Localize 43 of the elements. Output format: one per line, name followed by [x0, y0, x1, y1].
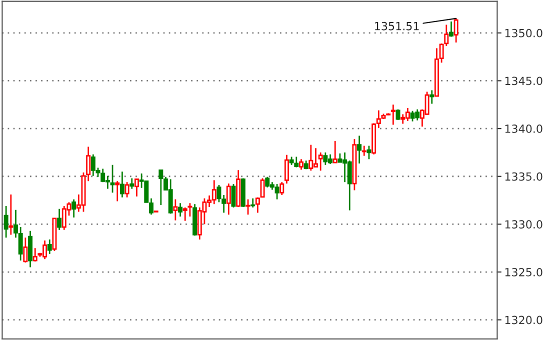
y-tick-label: 1340.0	[505, 124, 542, 133]
y-tick-label: 1335.0	[505, 172, 542, 181]
candlestick	[362, 145, 366, 157]
y-tick-label: 1345.0	[505, 76, 542, 86]
candlestick	[130, 178, 134, 190]
candlestick	[8, 194, 14, 236]
y-tick-label: 1330.0	[505, 220, 542, 229]
candlestick	[318, 152, 323, 172]
candlestick	[110, 164, 115, 194]
y-tick-label: 1320.0	[505, 316, 542, 324]
candlestick	[298, 158, 304, 170]
candlestick	[357, 135, 362, 164]
candlestick	[28, 230, 33, 268]
candlestick	[246, 198, 250, 216]
candlestick	[366, 145, 372, 160]
candlestick	[260, 178, 265, 198]
candlestick	[332, 140, 338, 164]
y-tick-label: 1325.0	[505, 268, 542, 276]
candlestick	[250, 198, 256, 208]
candlestick	[231, 183, 236, 208]
candlestick	[448, 20, 454, 38]
candlestick	[390, 104, 396, 126]
candlestick	[284, 154, 289, 184]
candlestick	[280, 181, 284, 196]
candlestick	[72, 198, 76, 218]
candlestick	[255, 196, 260, 214]
candlestick	[115, 180, 120, 202]
candlestick	[182, 206, 188, 222]
candlestick	[57, 208, 62, 231]
candlestick	[124, 181, 130, 198]
candlestick	[120, 170, 124, 198]
y-tick-label: 1350.0	[505, 28, 542, 38]
candlestick	[178, 202, 183, 218]
candlestick	[226, 182, 231, 216]
candlestick	[134, 178, 139, 198]
candlestick	[23, 236, 28, 264]
annotation: 1351.51	[375, 22, 419, 30]
candlestick	[86, 146, 91, 182]
candlestick	[47, 238, 52, 255]
candlestick	[430, 90, 434, 104]
candlestick	[173, 198, 178, 222]
candlestick	[4, 205, 8, 238]
candlestick	[454, 18, 458, 44]
